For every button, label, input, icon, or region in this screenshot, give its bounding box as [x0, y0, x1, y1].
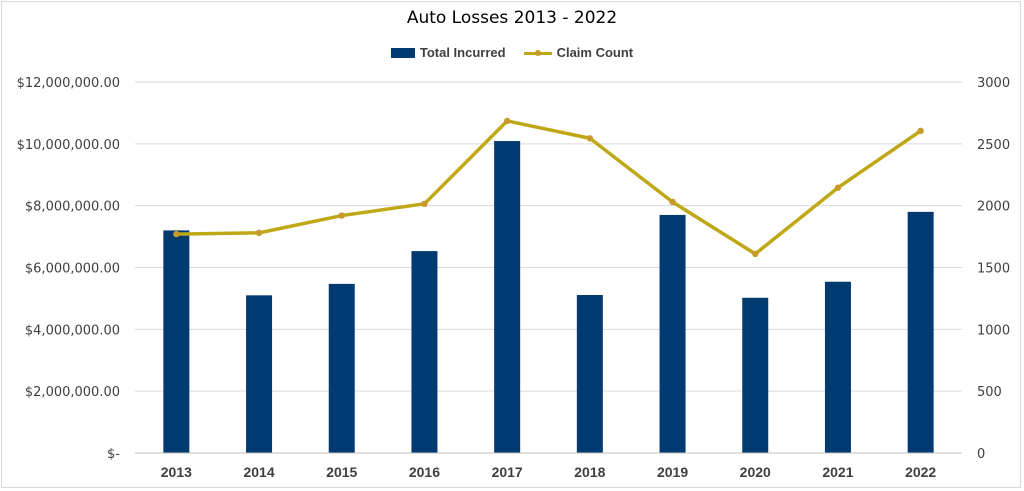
- point-claim-count: [255, 229, 263, 237]
- legend-swatch-claim-count: [523, 48, 552, 58]
- x-tick-label: 2022: [905, 464, 936, 480]
- x-tick-label: 2021: [822, 464, 853, 480]
- y-right-tick-label: 3000: [977, 76, 1010, 91]
- legend-item-total-incurred: Total Incurred: [390, 45, 506, 60]
- y-left-tick-label: $-: [107, 447, 120, 462]
- y-right-tick-label: 1000: [977, 323, 1010, 338]
- bar-total-incurred: [163, 230, 190, 453]
- point-claim-count: [586, 135, 594, 142]
- bar-total-incurred: [576, 295, 603, 453]
- y-right-tick-label: 1500: [977, 262, 1010, 277]
- bar-total-incurred: [659, 214, 686, 453]
- y-left-tick-label: $8,000,000.00: [25, 200, 120, 215]
- y-right-tick-label: 500: [977, 385, 1002, 400]
- legend-item-claim-count: Claim Count: [523, 45, 634, 60]
- y-right-tick-label: 2000: [977, 200, 1010, 215]
- legend: Total Incurred Claim Count: [0, 45, 1024, 60]
- point-claim-count: [834, 184, 842, 191]
- y-left-tick-label: $6,000,000.00: [25, 262, 120, 277]
- y-left-tick-label: $2,000,000.00: [25, 385, 120, 400]
- legend-label-claim-count: Claim Count: [556, 45, 634, 60]
- y-left-tick-label: $12,000,000.00: [17, 76, 120, 91]
- bar-total-incurred: [246, 295, 273, 453]
- x-tick-label: 2020: [740, 464, 771, 480]
- bar-total-incurred: [907, 211, 934, 453]
- x-tick-label: 2016: [409, 464, 440, 480]
- bar-total-incurred: [824, 281, 851, 453]
- point-claim-count: [503, 117, 511, 125]
- point-claim-count: [752, 250, 759, 258]
- x-tick-label: 2019: [657, 464, 688, 480]
- bar-total-incurred: [411, 251, 438, 453]
- x-tick-label: 2018: [574, 464, 605, 480]
- bar-total-incurred: [328, 283, 355, 453]
- y-right-tick-label: 0: [977, 447, 985, 462]
- point-claim-count: [669, 198, 676, 206]
- point-claim-count: [917, 127, 924, 135]
- point-claim-count: [338, 212, 345, 219]
- x-tick-label: 2015: [326, 464, 357, 480]
- legend-swatch-total-incurred: [390, 47, 415, 58]
- bar-total-incurred: [494, 141, 521, 453]
- point-claim-count: [421, 200, 428, 208]
- point-claim-count: [173, 230, 180, 238]
- line-claim-count: [176, 119, 922, 256]
- bar-total-incurred: [742, 297, 769, 453]
- chart-title: Auto Losses 2013 - 2022: [406, 8, 618, 28]
- y-right-tick-label: 2500: [977, 138, 1010, 153]
- legend-label-total-incurred: Total Incurred: [419, 45, 506, 60]
- x-tick-label: 2017: [492, 464, 523, 480]
- x-tick-label: 2014: [243, 464, 274, 480]
- y-left-tick-label: $4,000,000.00: [25, 323, 120, 338]
- y-left-tick-label: $10,000,000.00: [17, 138, 120, 153]
- x-tick-label: 2013: [161, 464, 192, 480]
